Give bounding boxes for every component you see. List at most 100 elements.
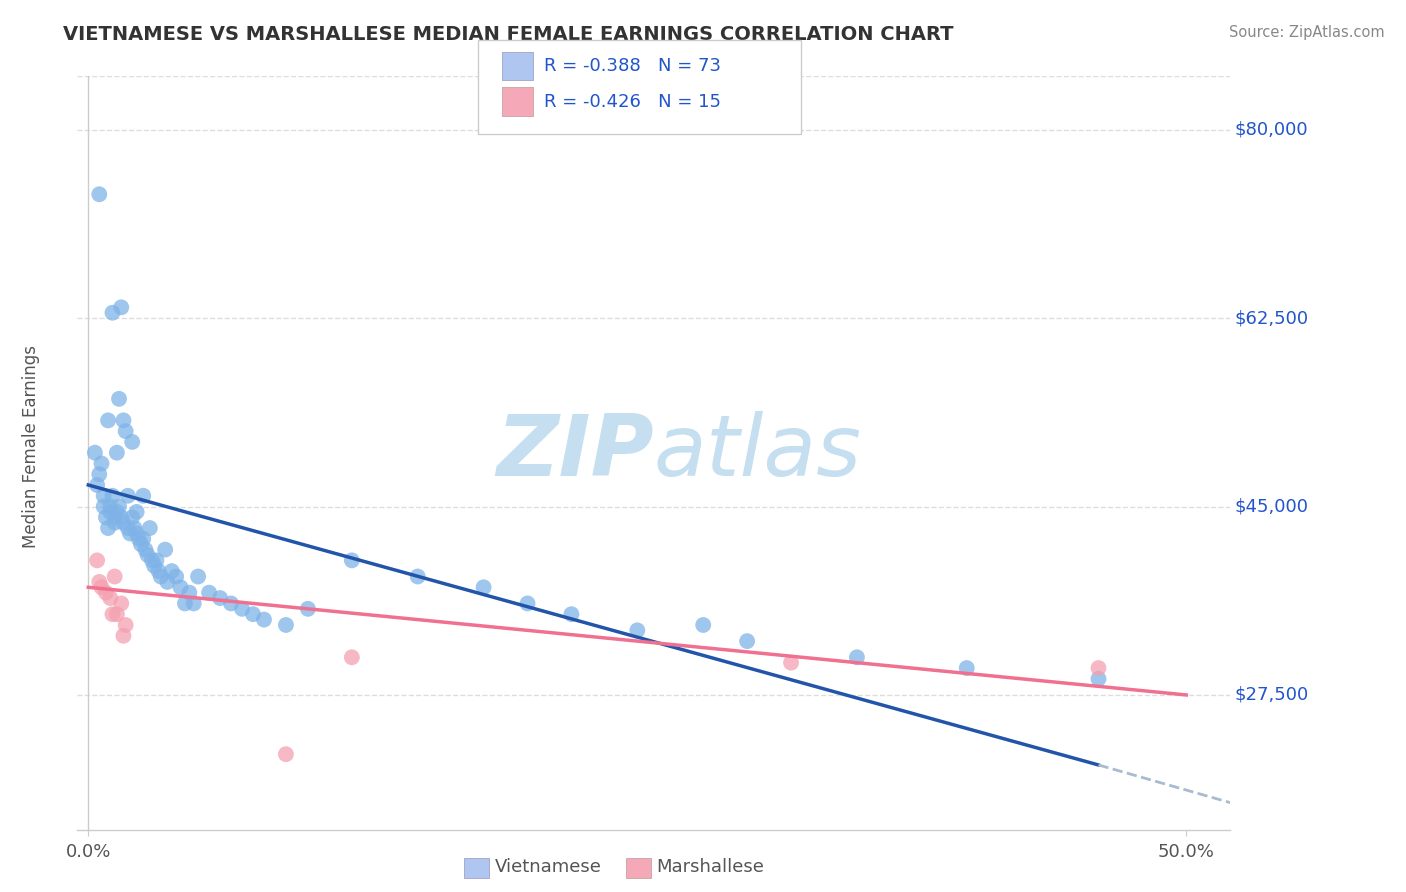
Point (136, 548, 159, 562)
Point (105, 505, 128, 519)
Point (104, 516, 127, 530)
Point (118, 526, 141, 541)
Point (516, 596, 538, 610)
Point (132, 532, 155, 546)
Text: $27,500: $27,500 (1234, 686, 1309, 704)
Point (297, 602, 319, 616)
Point (129, 537, 152, 551)
Point (90, 457, 112, 471)
Text: VIETNAMESE VS MARSHALLESE MEDIAN FEMALE EARNINGS CORRELATION CHART: VIETNAMESE VS MARSHALLESE MEDIAN FEMALE … (63, 25, 953, 44)
Point (94, 510, 117, 524)
Point (121, 434, 143, 449)
Point (780, 656, 803, 670)
Point (340, 650, 363, 665)
Point (90, 580, 112, 594)
Point (110, 510, 132, 524)
Point (101, 306, 124, 320)
Point (97, 521, 120, 535)
Point (114, 424, 136, 438)
Point (169, 580, 191, 594)
Point (97, 413, 120, 427)
Point (692, 618, 714, 632)
Point (153, 542, 176, 557)
Point (104, 569, 127, 583)
Point (139, 521, 162, 535)
Point (104, 510, 127, 524)
Point (165, 569, 187, 583)
Text: $62,500: $62,500 (1234, 310, 1309, 327)
Point (340, 553, 363, 567)
Point (125, 505, 148, 519)
Point (108, 392, 131, 406)
Point (231, 602, 253, 616)
Point (117, 521, 139, 535)
Text: $45,000: $45,000 (1234, 498, 1309, 516)
Point (86, 478, 108, 492)
Text: atlas: atlas (654, 411, 862, 494)
Point (98, 500, 121, 514)
Point (149, 569, 172, 583)
Point (845, 650, 868, 665)
Point (105, 445, 128, 460)
Point (626, 624, 648, 638)
Text: Source: ZipAtlas.com: Source: ZipAtlas.com (1229, 25, 1385, 40)
Point (125, 526, 148, 541)
Point (110, 301, 132, 315)
Point (101, 489, 124, 503)
Point (112, 516, 135, 530)
Text: ZIP: ZIP (496, 411, 654, 494)
Text: $80,000: $80,000 (1234, 120, 1308, 138)
Point (114, 618, 136, 632)
Point (110, 596, 132, 610)
Text: Marshallese: Marshallese (657, 858, 765, 876)
Point (145, 553, 167, 567)
Point (198, 585, 221, 599)
Point (98, 591, 121, 605)
Point (112, 629, 135, 643)
Point (89, 187, 111, 202)
Point (406, 569, 429, 583)
Point (93, 489, 115, 503)
Text: Vietnamese: Vietnamese (495, 858, 602, 876)
Point (89, 574, 111, 589)
Point (121, 510, 143, 524)
Point (160, 564, 183, 578)
Point (86, 553, 108, 567)
Point (98, 505, 121, 519)
Point (956, 661, 979, 675)
Point (179, 585, 201, 599)
Text: R = -0.426   N = 15: R = -0.426 N = 15 (544, 93, 721, 111)
Point (1087, 661, 1109, 675)
Point (134, 542, 156, 557)
Point (89, 467, 111, 482)
Point (219, 596, 242, 610)
Point (101, 607, 124, 622)
Point (143, 558, 166, 573)
Point (274, 747, 297, 761)
Point (128, 532, 150, 546)
Point (132, 489, 155, 503)
Text: R = -0.388   N = 73: R = -0.388 N = 73 (544, 57, 721, 75)
Point (94, 585, 117, 599)
Point (108, 500, 131, 514)
Point (253, 613, 276, 627)
Point (174, 596, 197, 610)
Text: Median Female Earnings: Median Female Earnings (22, 344, 39, 548)
Point (141, 553, 163, 567)
Point (124, 521, 146, 535)
Point (117, 489, 139, 503)
Point (242, 607, 264, 622)
Point (105, 607, 128, 622)
Point (274, 618, 297, 632)
Point (83, 445, 105, 460)
Point (183, 596, 205, 610)
Point (112, 413, 135, 427)
Point (472, 580, 495, 594)
Point (156, 574, 179, 589)
Point (148, 564, 170, 578)
Point (209, 591, 232, 605)
Point (1087, 672, 1109, 686)
Point (93, 500, 115, 514)
Point (187, 569, 209, 583)
Point (560, 607, 582, 622)
